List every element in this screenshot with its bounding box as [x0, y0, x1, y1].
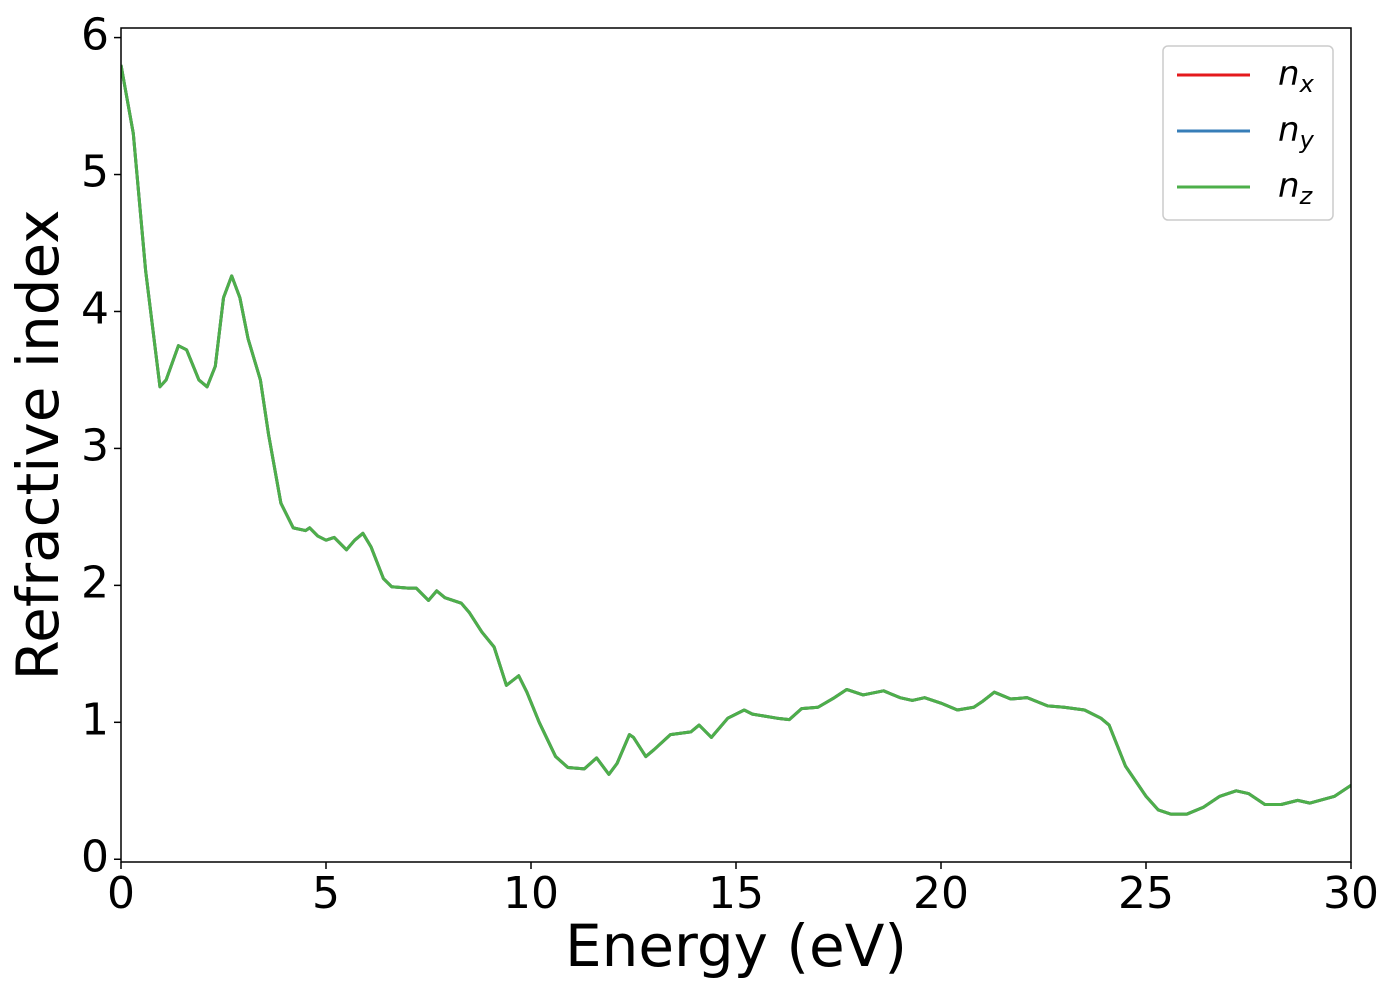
legend-box — [1162, 45, 1334, 221]
y-tick-label: 2 — [81, 557, 109, 608]
x-tick-label: 15 — [708, 868, 764, 919]
y-tick-label: 1 — [81, 694, 109, 745]
y-tick-label: 6 — [81, 10, 109, 61]
y-axis-label: Refractive index — [4, 209, 72, 680]
x-tick-label: 10 — [503, 868, 559, 919]
x-tick-label: 0 — [107, 868, 135, 919]
x-tick-label: 20 — [913, 868, 969, 919]
y-tick-label: 4 — [81, 283, 109, 334]
x-axis-label: Energy (eV) — [565, 912, 907, 980]
legend-label: nx — [1278, 54, 1315, 99]
legend-label: nz — [1278, 166, 1314, 211]
y-tick-label: 5 — [81, 147, 109, 198]
x-tick-label: 30 — [1323, 868, 1379, 919]
y-tick-label: 3 — [81, 420, 109, 471]
x-tick-label: 25 — [1118, 868, 1174, 919]
y-tick-label: 0 — [81, 831, 109, 882]
legend-label: ny — [1278, 110, 1315, 155]
plot-frame — [120, 27, 1352, 863]
series-line — [121, 64, 1351, 816]
x-tick-label: 5 — [312, 868, 340, 919]
